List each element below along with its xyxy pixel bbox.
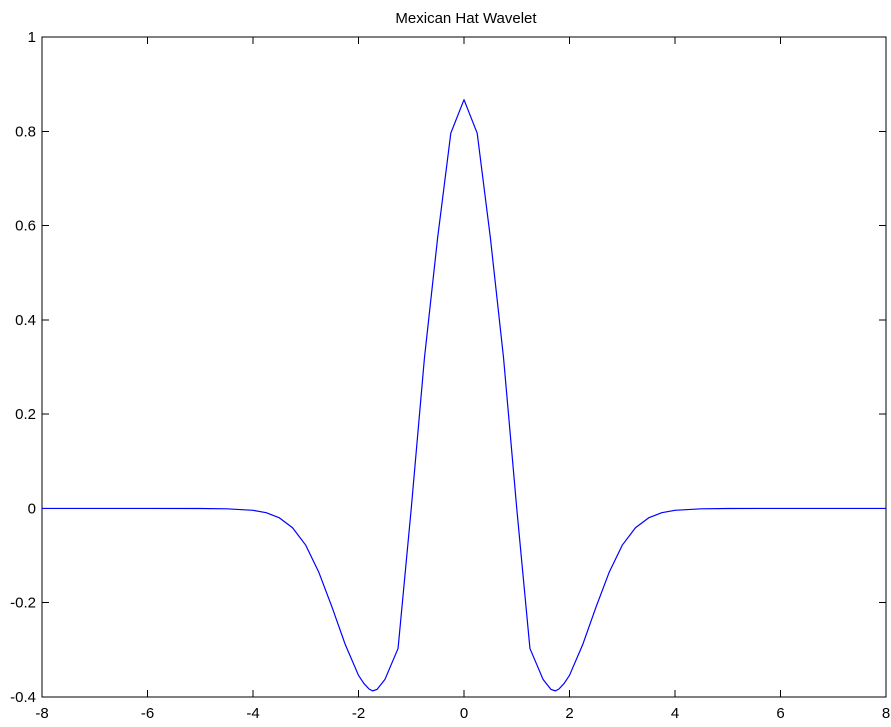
- y-tick-label: 0.8: [15, 123, 36, 140]
- chart-title: Mexican Hat Wavelet: [395, 10, 537, 27]
- plot-frame: [41, 36, 887, 698]
- y-tick-label: 0.6: [15, 218, 36, 235]
- y-tick-label: -0.4: [10, 689, 36, 706]
- x-tick-label: 6: [776, 705, 784, 722]
- axis-tick-labels: -8 -6 -4 -2 0 2 4 6 8 -0.4 -0.2 0 0.2 0.4 0.6 0.8 1: [10, 29, 890, 722]
- y-tick-label: 1: [28, 29, 36, 46]
- x-tick-label: 8: [882, 705, 890, 722]
- plot-axes: [41, 36, 887, 698]
- x-tick-label: -6: [141, 705, 154, 722]
- x-tick-label: 0: [460, 705, 468, 722]
- x-tick-label: 2: [565, 705, 573, 722]
- x-tick-label: -4: [246, 705, 259, 722]
- y-tick-label: 0: [28, 500, 36, 517]
- data-series: [42, 99, 886, 692]
- series-line: [42, 99, 886, 692]
- x-tick-label: -8: [35, 705, 48, 722]
- y-tick-label: -0.2: [10, 595, 36, 612]
- x-tick-label: -2: [352, 705, 365, 722]
- y-tick-label: 0.4: [15, 312, 36, 329]
- y-tick-label: 0.2: [15, 406, 36, 423]
- x-tick-label: 4: [671, 705, 679, 722]
- axis-ticks: [41, 36, 887, 698]
